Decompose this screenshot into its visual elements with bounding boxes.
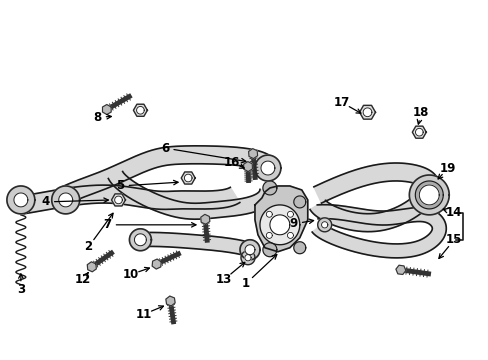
Polygon shape: [181, 172, 195, 184]
Polygon shape: [108, 171, 275, 219]
Polygon shape: [184, 174, 192, 182]
Polygon shape: [311, 205, 446, 258]
Polygon shape: [152, 259, 161, 269]
Polygon shape: [201, 215, 209, 224]
Polygon shape: [261, 161, 274, 175]
Polygon shape: [140, 233, 251, 256]
Polygon shape: [421, 187, 436, 203]
Polygon shape: [165, 296, 175, 306]
Polygon shape: [414, 181, 442, 209]
Text: 3: 3: [17, 283, 25, 296]
Polygon shape: [111, 194, 125, 206]
Polygon shape: [317, 218, 331, 232]
Polygon shape: [419, 185, 438, 205]
Text: 14: 14: [445, 206, 462, 219]
Polygon shape: [411, 126, 426, 138]
Text: 9: 9: [289, 217, 297, 230]
Polygon shape: [14, 193, 28, 207]
Text: 17: 17: [333, 96, 349, 109]
Text: 1: 1: [242, 277, 249, 290]
Text: 19: 19: [439, 162, 455, 175]
Polygon shape: [241, 251, 254, 265]
Polygon shape: [62, 146, 277, 203]
Polygon shape: [321, 222, 327, 228]
Polygon shape: [287, 233, 293, 238]
Polygon shape: [363, 108, 371, 117]
Polygon shape: [266, 211, 272, 217]
Text: 4: 4: [41, 195, 50, 208]
Text: 8: 8: [93, 111, 102, 124]
Polygon shape: [293, 242, 305, 254]
Text: 2: 2: [84, 240, 93, 253]
Text: 6: 6: [161, 141, 169, 155]
Polygon shape: [240, 240, 260, 260]
Polygon shape: [114, 196, 122, 204]
Text: 18: 18: [412, 106, 428, 119]
Polygon shape: [136, 107, 144, 114]
Text: 15: 15: [445, 233, 462, 246]
Text: 12: 12: [74, 273, 91, 286]
Polygon shape: [129, 229, 151, 251]
Polygon shape: [244, 245, 254, 255]
Polygon shape: [269, 215, 289, 235]
Polygon shape: [260, 205, 299, 245]
Polygon shape: [359, 105, 375, 119]
Polygon shape: [309, 163, 438, 232]
Polygon shape: [266, 233, 272, 238]
Polygon shape: [21, 185, 239, 214]
Polygon shape: [52, 186, 80, 214]
Text: 10: 10: [122, 268, 138, 281]
Text: 7: 7: [103, 218, 111, 231]
Polygon shape: [244, 255, 251, 261]
Polygon shape: [408, 175, 448, 215]
Polygon shape: [102, 104, 111, 114]
Polygon shape: [415, 129, 422, 136]
Polygon shape: [133, 104, 147, 116]
Polygon shape: [254, 155, 280, 181]
Polygon shape: [263, 181, 276, 195]
Polygon shape: [287, 211, 293, 217]
Polygon shape: [134, 234, 146, 246]
Polygon shape: [254, 186, 307, 252]
Polygon shape: [263, 243, 276, 257]
Polygon shape: [59, 193, 73, 207]
Polygon shape: [7, 186, 35, 214]
Polygon shape: [293, 196, 305, 208]
Text: 16: 16: [224, 156, 240, 168]
Text: 5: 5: [116, 180, 124, 193]
Text: 13: 13: [216, 273, 232, 286]
Polygon shape: [87, 262, 96, 272]
Text: 11: 11: [135, 308, 151, 321]
Polygon shape: [395, 265, 405, 274]
Polygon shape: [248, 149, 257, 158]
Polygon shape: [243, 162, 252, 171]
